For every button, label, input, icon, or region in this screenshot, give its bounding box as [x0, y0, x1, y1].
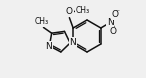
Text: CH₃: CH₃ [75, 6, 90, 15]
Text: N: N [45, 42, 52, 51]
Text: CH₃: CH₃ [34, 17, 48, 26]
Text: O: O [111, 10, 118, 19]
Text: O: O [66, 7, 73, 16]
Text: N: N [107, 18, 114, 27]
Text: O: O [110, 27, 117, 36]
Text: +: + [111, 17, 115, 22]
Text: ⁻: ⁻ [116, 7, 120, 16]
Text: N: N [69, 38, 76, 47]
